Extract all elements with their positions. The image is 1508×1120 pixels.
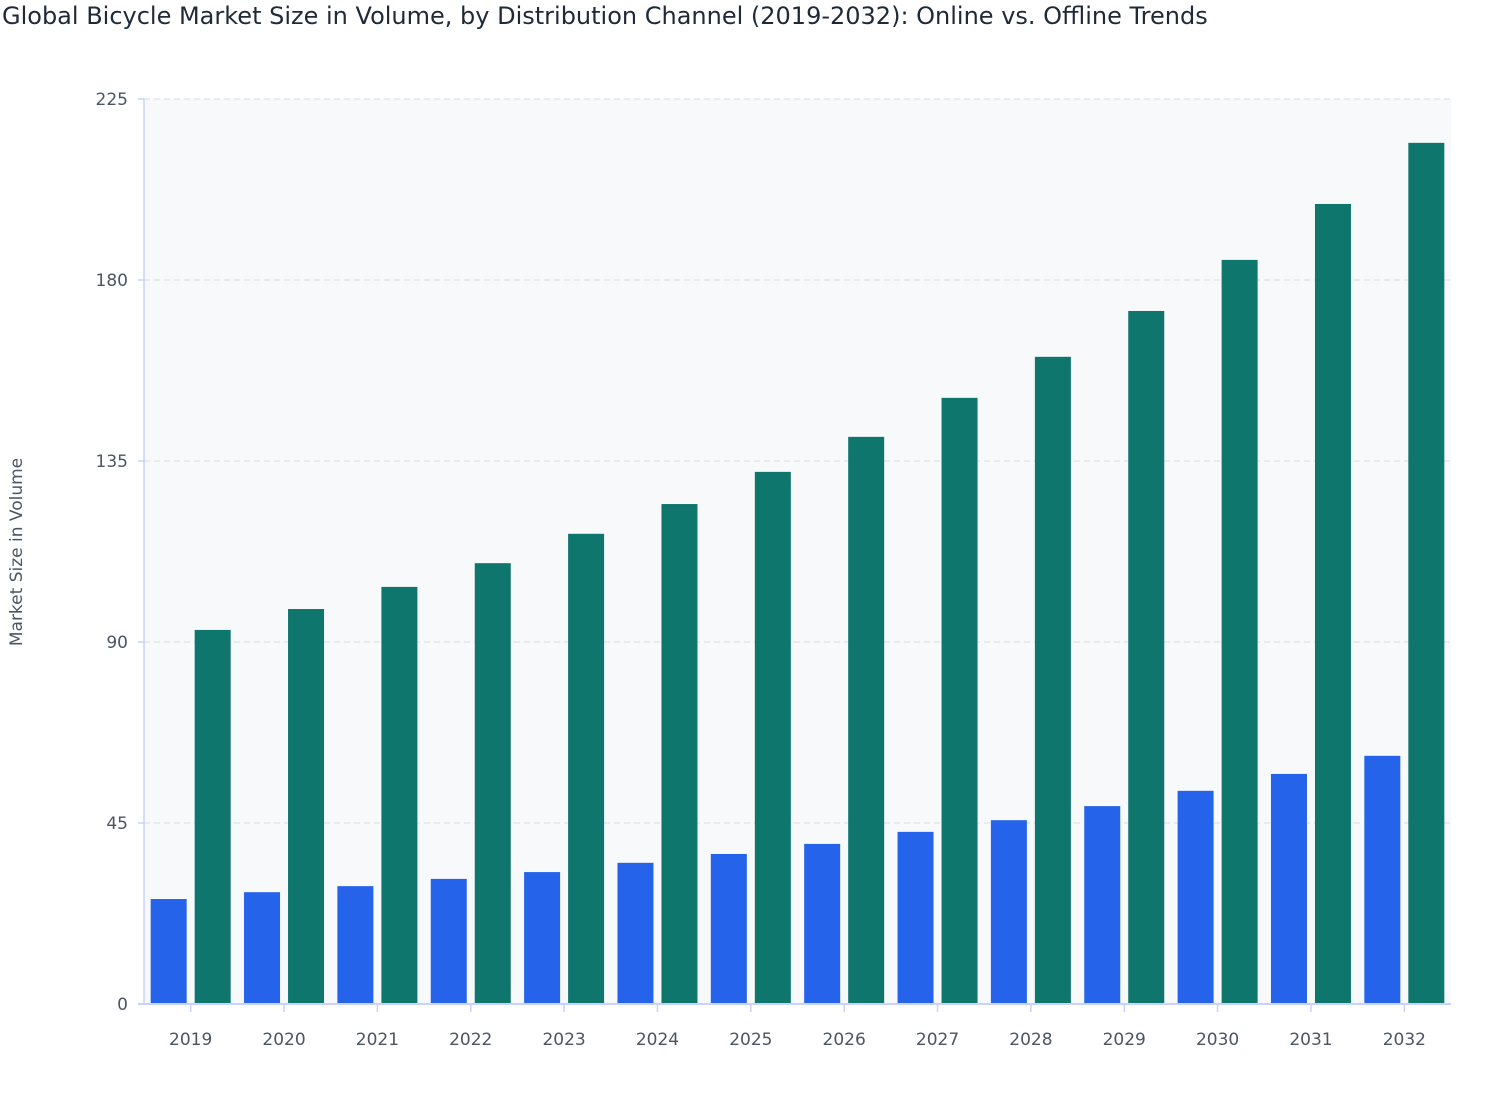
bar-2028-series-2 xyxy=(1034,356,1071,1004)
x-tick-label: 2020 xyxy=(262,1030,305,1050)
bar-2032-series-1 xyxy=(1364,755,1401,1004)
x-tick-label: 2028 xyxy=(1009,1030,1052,1050)
y-tick-label: 45 xyxy=(106,814,128,834)
bar-2019-series-1 xyxy=(150,899,187,1004)
bar-2032-series-2 xyxy=(1408,142,1445,1004)
bar-2027-series-2 xyxy=(941,397,978,1005)
x-tick-label: 2025 xyxy=(729,1030,772,1050)
bar-2028-series-1 xyxy=(990,820,1027,1004)
bar-2024-series-1 xyxy=(617,862,654,1004)
bar-2026-series-1 xyxy=(804,843,841,1004)
bar-2029-series-2 xyxy=(1128,310,1165,1005)
bar-2029-series-1 xyxy=(1084,806,1121,1004)
bar-2027-series-1 xyxy=(897,831,934,1004)
bar-2024-series-2 xyxy=(661,504,698,1004)
x-tick-label: 2023 xyxy=(542,1030,585,1050)
bar-2026-series-2 xyxy=(848,436,885,1004)
y-tick-label: 225 xyxy=(96,90,128,110)
y-axis-label: Market Size in Volume xyxy=(7,458,27,646)
bar-2021-series-2 xyxy=(381,586,418,1004)
x-tick-label: 2032 xyxy=(1383,1030,1426,1050)
bar-2019-series-2 xyxy=(194,629,231,1004)
y-tick-label: 90 xyxy=(106,633,128,653)
x-tick-label: 2021 xyxy=(356,1030,399,1050)
bar-2030-series-1 xyxy=(1177,790,1214,1004)
bar-2030-series-2 xyxy=(1221,259,1258,1004)
x-tick-label: 2030 xyxy=(1196,1030,1239,1050)
bar-2020-series-2 xyxy=(288,609,325,1004)
x-tick-label: 2024 xyxy=(636,1030,679,1050)
bar-2031-series-1 xyxy=(1270,773,1307,1004)
bar-2023-series-2 xyxy=(568,533,605,1004)
bar-2025-series-1 xyxy=(710,853,747,1004)
x-tick-label: 2029 xyxy=(1103,1030,1146,1050)
y-tick-label: 0 xyxy=(117,995,128,1015)
x-tick-label: 2026 xyxy=(823,1030,866,1050)
x-tick-label: 2022 xyxy=(449,1030,492,1050)
bar-2031-series-2 xyxy=(1314,203,1351,1005)
bar-2025-series-2 xyxy=(754,471,791,1004)
y-tick-label: 135 xyxy=(96,452,128,472)
x-tick-label: 2027 xyxy=(916,1030,959,1050)
bar-2020-series-1 xyxy=(244,892,281,1004)
chart-title: Global Bicycle Market Size in Volume, by… xyxy=(2,2,1208,30)
bar-2022-series-1 xyxy=(430,878,467,1004)
y-tick-label: 180 xyxy=(96,271,128,291)
bar-2021-series-1 xyxy=(337,886,374,1004)
x-tick-label: 2019 xyxy=(169,1030,212,1050)
x-tick-label: 2031 xyxy=(1289,1030,1332,1050)
bar-2022-series-2 xyxy=(474,563,511,1004)
bar-2023-series-1 xyxy=(524,872,561,1004)
